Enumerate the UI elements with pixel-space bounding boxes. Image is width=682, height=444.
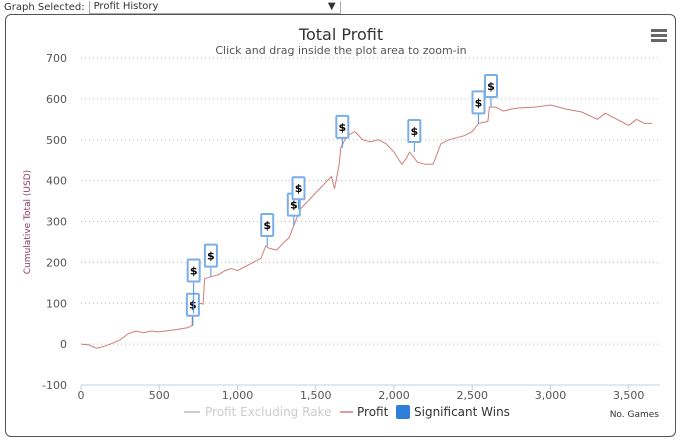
significant-win-flag[interactable]: $ — [471, 90, 486, 124]
x-tick-label: 500 — [149, 389, 170, 402]
x-axis-label: No. Games — [610, 410, 660, 420]
significant-win-flag[interactable]: $ — [186, 258, 201, 314]
x-tick-label: 3,000 — [535, 389, 567, 402]
y-tick-label: 100 — [46, 297, 67, 310]
dollar-icon: $ — [487, 80, 495, 93]
significant-win-flag[interactable]: $ — [291, 176, 306, 210]
legend: Profit Excluding Rake Profit Significant… — [184, 405, 510, 419]
dollar-icon: $ — [207, 250, 215, 263]
chart-title: Total Profit — [298, 25, 383, 44]
chart-subtitle: Click and drag inside the plot area to z… — [215, 44, 466, 57]
y-tick-label: 400 — [46, 175, 67, 188]
significant-win-flag[interactable]: $ — [335, 114, 350, 148]
svg-text:Significant Wins: Significant Wins — [414, 405, 510, 419]
legend-item-significant-wins[interactable]: Significant Wins — [396, 405, 510, 419]
y-axis-label: Cumulative Total (USD) — [23, 170, 33, 274]
y-tick-label: 200 — [46, 256, 67, 269]
flag-box — [260, 213, 275, 238]
y-tick-label: 0 — [60, 338, 67, 351]
dollar-icon: $ — [263, 219, 271, 232]
y-tick-label: -100 — [42, 379, 67, 392]
chevron-down-icon: ▼ — [327, 1, 336, 12]
dollar-icon: $ — [295, 182, 303, 195]
dollar-icon: $ — [339, 121, 347, 134]
flag-box — [471, 90, 486, 115]
graph-selected-label: Graph Selected: — [4, 1, 85, 13]
significant-win-flag[interactable]: $ — [185, 292, 200, 326]
x-tick-label: 2,000 — [378, 389, 410, 402]
significant-win-flag[interactable]: $ — [483, 74, 498, 108]
flag-box — [335, 114, 350, 139]
significant-win-flag[interactable]: $ — [203, 243, 218, 277]
x-tick-label: 1,500 — [300, 389, 332, 402]
menu-hamburger-icon[interactable] — [651, 29, 667, 42]
dollar-icon: $ — [190, 264, 198, 277]
svg-text:Profit Excluding Rake: Profit Excluding Rake — [205, 405, 331, 419]
dollar-icon: $ — [290, 199, 298, 212]
flag-box — [185, 292, 200, 317]
dollar-icon: $ — [410, 125, 418, 138]
x-tick-label: 2,500 — [456, 389, 488, 402]
y-tick-label: 700 — [46, 52, 67, 65]
flag-box — [186, 258, 201, 283]
flag-box — [203, 243, 218, 268]
y-tick-label: 600 — [46, 93, 67, 106]
graph-select-dropdown[interactable]: Profit History ▼ — [88, 0, 341, 14]
dollar-icon: $ — [189, 299, 197, 312]
significant-win-flag[interactable]: $ — [260, 213, 275, 247]
y-tick-label: 300 — [46, 216, 67, 229]
graph-selector-bar: Graph Selected: Profit History ▼ — [4, 0, 341, 14]
chart-container — [5, 14, 676, 437]
significant-win-flag[interactable]: $ — [407, 119, 422, 153]
graph-select-value: Profit History — [93, 1, 159, 12]
flag-box — [291, 176, 306, 201]
dollar-icon: $ — [475, 96, 483, 109]
flag-box — [407, 119, 422, 144]
flag-box — [483, 74, 498, 99]
y-tick-label: 500 — [46, 134, 67, 147]
svg-text:Profit: Profit — [357, 405, 389, 419]
x-tick-label: 1,000 — [222, 389, 254, 402]
x-tick-label: 0 — [78, 389, 85, 402]
legend-item-profit-excluding-rake[interactable]: Profit Excluding Rake — [184, 405, 331, 419]
profit-series-line — [80, 104, 653, 349]
x-tick-label: 3,500 — [613, 389, 645, 402]
legend-item-profit[interactable]: Profit — [340, 405, 389, 419]
